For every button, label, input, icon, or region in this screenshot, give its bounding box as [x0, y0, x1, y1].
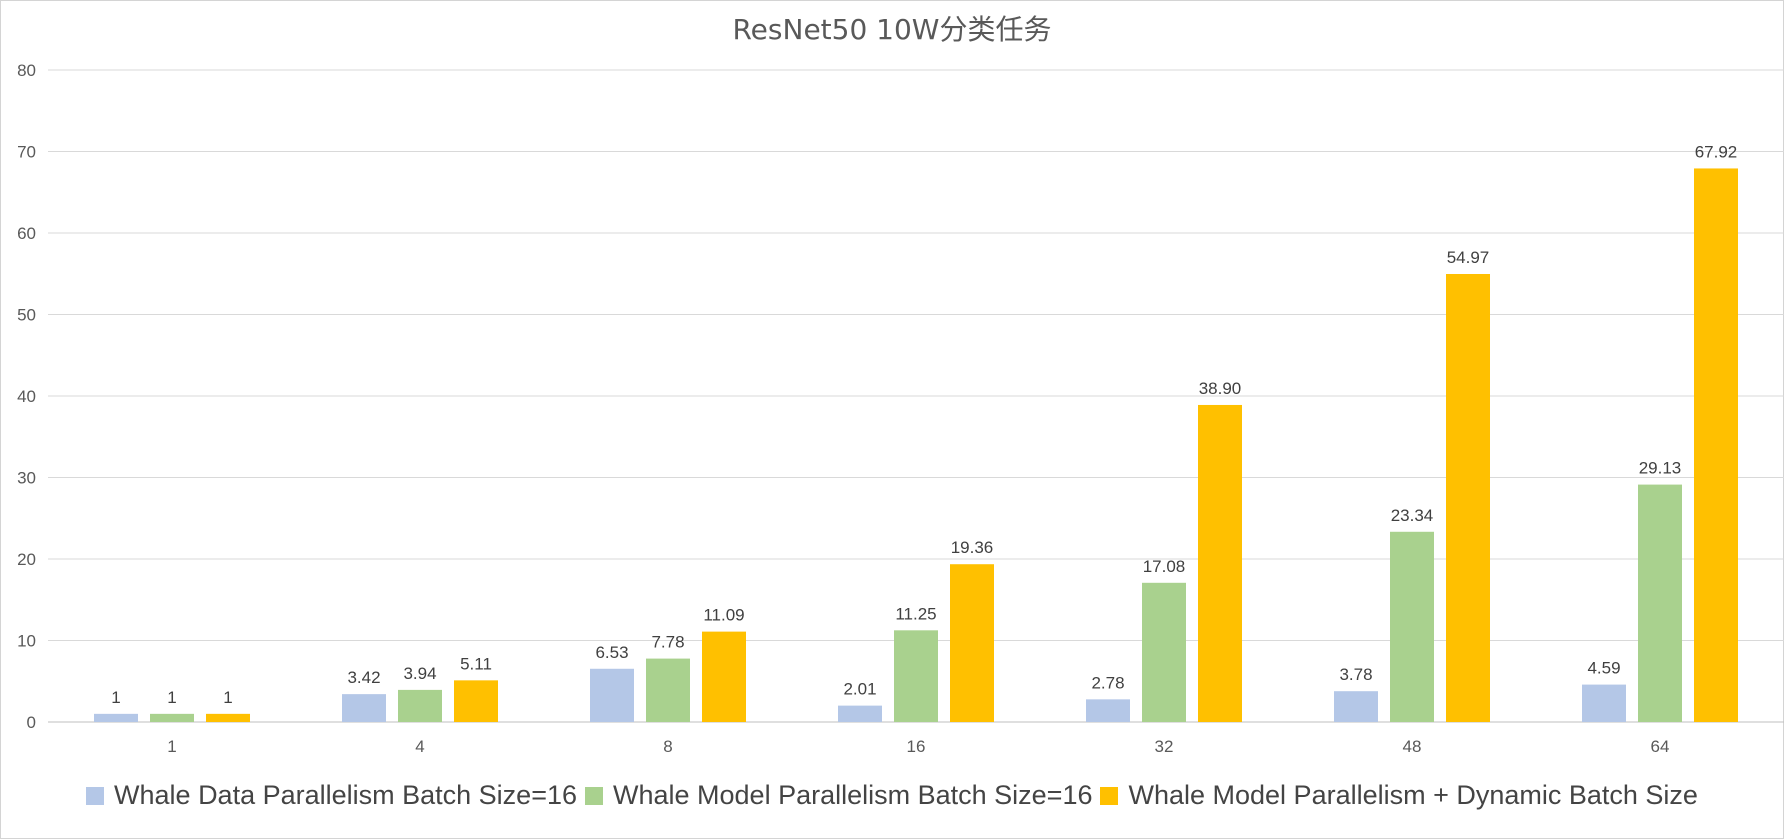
data-label: 19.36 [951, 538, 994, 557]
bar-series-3-48 [1446, 273, 1490, 722]
chart-title: ResNet50 10W分类任务 [732, 13, 1052, 46]
bar-series-3-1 [206, 713, 250, 722]
bar-series-1-8 [590, 668, 634, 722]
bar-series-1-48 [1334, 691, 1378, 722]
bar-series-3-32 [1198, 404, 1242, 722]
gridlines [48, 69, 1784, 723]
x-tick-label: 64 [1651, 737, 1670, 756]
bar-series-2-48 [1390, 531, 1434, 722]
legend-item-series-2: Whale Model Parallelism Batch Size=16 [585, 780, 1092, 811]
data-label: 3.94 [403, 664, 436, 683]
y-tick-label: 30 [17, 469, 36, 488]
legend-swatch [86, 786, 105, 805]
bar-series-2-16 [894, 630, 938, 722]
data-label: 2.78 [1091, 673, 1124, 692]
bar-series-1-32 [1086, 699, 1130, 722]
bar-series-3-4 [454, 680, 498, 722]
data-label: 1 [111, 688, 120, 707]
y-axis-ticks: 0 10 20 30 40 50 60 70 80 [17, 61, 36, 732]
y-tick-label: 10 [17, 632, 36, 651]
data-label: 3.78 [1339, 665, 1372, 684]
bar-series-2-1 [150, 713, 194, 722]
x-tick-label: 16 [907, 737, 926, 756]
x-tick-label: 4 [415, 737, 424, 756]
data-label: 29.13 [1639, 459, 1682, 478]
x-tick-label: 48 [1403, 737, 1422, 756]
bar-series-3-64 [1694, 168, 1738, 722]
data-label: 11.25 [895, 604, 936, 623]
bar-series-2-4 [398, 689, 442, 722]
y-tick-label: 80 [17, 61, 36, 80]
data-label: 7.78 [651, 633, 684, 652]
y-tick-label: 70 [17, 143, 36, 162]
legend-item-series-1: Whale Data Parallelism Batch Size=16 [86, 780, 577, 811]
data-label: 38.90 [1199, 379, 1242, 398]
bar-series-1-4 [342, 694, 386, 722]
legend-label: Whale Data Parallelism Batch Size=16 [114, 780, 577, 810]
x-axis-ticks: 1 4 8 16 32 48 64 [167, 737, 1669, 756]
legend-swatch [1100, 786, 1119, 805]
data-label: 1 [167, 688, 176, 707]
data-label: 67.92 [1695, 142, 1738, 161]
data-label: 4.59 [1587, 659, 1620, 678]
y-tick-label: 60 [17, 224, 36, 243]
data-label: 1 [223, 688, 232, 707]
bar-series-2-8 [646, 658, 690, 722]
data-labels: 1 1 1 3.42 3.94 5.11 6.53 7.78 11.09 2.01 11.25 19.… [111, 142, 1737, 706]
bars [94, 168, 1738, 722]
data-label: 6.53 [595, 643, 628, 662]
y-tick-label: 20 [17, 550, 36, 569]
bar-series-1-16 [838, 705, 882, 722]
y-tick-label: 40 [17, 387, 36, 406]
data-label: 5.11 [460, 654, 492, 673]
bar-series-2-32 [1142, 582, 1186, 722]
y-tick-label: 50 [17, 306, 36, 325]
legend: Whale Data Parallelism Batch Size=16 Whal… [0, 780, 1784, 811]
legend-swatch [585, 786, 603, 805]
x-tick-label: 8 [663, 737, 672, 756]
legend-label: Whale Model Parallelism + Dynamic Batch … [1128, 780, 1698, 810]
bar-series-2-64 [1638, 484, 1682, 722]
bar-series-1-64 [1582, 684, 1626, 722]
data-label: 3.42 [347, 668, 380, 687]
x-tick-label: 32 [1155, 737, 1174, 756]
legend-label: Whale Model Parallelism Batch Size=16 [613, 780, 1093, 810]
bar-series-3-8 [702, 631, 746, 722]
bar-series-3-16 [950, 564, 994, 722]
data-label: 23.34 [1391, 506, 1434, 525]
x-tick-label: 1 [167, 737, 176, 756]
data-label: 11.09 [703, 606, 744, 625]
data-label: 54.97 [1447, 248, 1490, 267]
data-label: 2.01 [843, 680, 876, 699]
data-label: 17.08 [1143, 557, 1186, 576]
legend-item-series-3: Whale Model Parallelism + Dynamic Batch … [1100, 780, 1698, 811]
y-tick-label: 0 [27, 713, 36, 732]
bar-series-1-1 [94, 713, 138, 722]
